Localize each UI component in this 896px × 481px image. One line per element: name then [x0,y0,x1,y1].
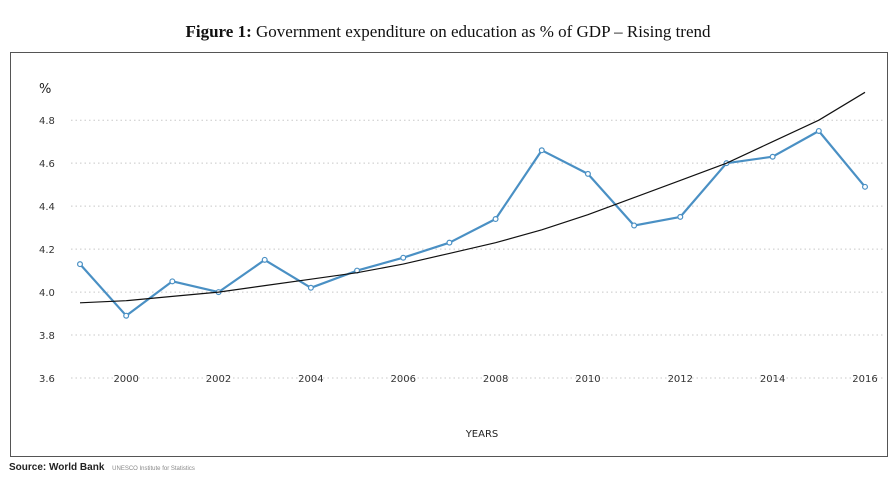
x-tick-label: 2012 [668,374,693,385]
x-tick-label: 2010 [575,374,600,385]
data-point [631,222,638,229]
y-tick-label: 4.8 [39,116,55,127]
line-chart: 3.63.84.04.24.44.64.8 2000 2002 2004 2006 20… [39,82,883,440]
data-point [76,261,83,268]
data-point [446,239,453,246]
data-point [307,284,314,291]
trend-line [79,91,866,304]
series [76,91,868,319]
y-tick-label: 3.8 [39,331,55,342]
y-axis-ticks: 3.6 3.8 4.0 4.2 4.4 4.6 4.8 [39,116,55,385]
data-point [769,153,776,160]
y-tick-label: 4.0 [39,288,55,299]
x-tick-label: 2016 [852,374,877,385]
data-point [400,254,407,261]
y-tick-label: 4.6 [39,159,55,170]
figure-title-text: Government expenditure on education as %… [256,22,711,41]
gridlines [71,119,883,379]
x-tick-label: 2014 [760,374,785,385]
x-axis-ticks: 2000 2002 2004 2006 2008 2010 2012 2014 2016 [113,374,877,385]
data-point [123,312,130,319]
x-tick-label: 2002 [206,374,231,385]
chart-frame: 3.6 3.8 4.0 4.2 4.4 4.6 4.8 2000 2002 2004 2006 20… [10,52,888,457]
x-tick-label: 2006 [391,374,416,385]
source-subtext: UNESCO Institute for Statistics [112,466,195,472]
y-tick-label: 4.2 [39,245,55,256]
data-point [584,170,591,177]
data-point [538,147,545,154]
source-label: Source: World Bank [9,462,105,473]
x-tick-label: 2004 [298,374,323,385]
data-point [861,183,868,190]
data-point [492,216,499,223]
x-tick-label: 2000 [113,374,138,385]
series-line [79,129,866,317]
figure-title: Figure 1: Government expenditure on educ… [0,22,896,42]
data-point [169,278,176,285]
x-tick-label: 2008 [483,374,508,385]
y-tick-label: 3.6 [39,374,55,385]
figure-label: Figure 1: [185,22,252,41]
data-point [815,127,822,134]
x-axis-label: YEARS [465,429,499,440]
y-axis-label: % [39,82,51,97]
data-point [261,256,268,263]
y-tick-label: 4.4 [39,202,55,213]
source-note: Source: World Bank UNESCO Institute for … [9,462,195,473]
data-point [677,213,684,220]
